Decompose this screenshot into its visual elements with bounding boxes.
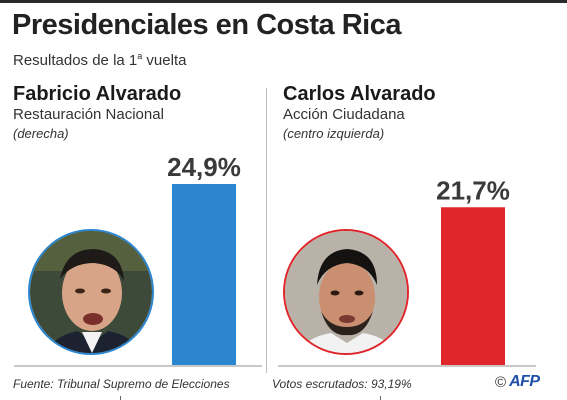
bar-2 — [441, 207, 505, 365]
credit: © AFP — [495, 373, 540, 391]
candidate-name-2: Carlos Alvarado — [283, 83, 436, 105]
candidate-name-1: Fabricio Alvarado — [13, 83, 182, 105]
subtitle-rest: vuelta — [142, 52, 187, 69]
baseline-right — [278, 365, 536, 367]
chart-subtitle: Resultados de la 1a vuelta — [13, 51, 186, 69]
candidate-ideology-1: (derecha) — [13, 126, 69, 141]
afp-logo: AFP — [509, 373, 540, 390]
subtitle-main: Resultados de la 1 — [13, 52, 138, 69]
portrait-2-icon — [285, 231, 407, 353]
subtitle-superscript: a — [137, 51, 143, 61]
candidate-party-2: Acción Ciudadana — [283, 106, 405, 123]
candidate-ideology-2: (centro izquierda) — [283, 126, 385, 141]
bottom-tick-right — [380, 396, 381, 400]
bar-1 — [172, 184, 236, 365]
candidate-photo-2 — [283, 229, 409, 355]
candidate-party-1: Restauración Nacional — [13, 106, 164, 123]
bottom-tick-left — [120, 396, 121, 400]
baseline-left — [14, 365, 262, 367]
bar-value-label-2: 21,7% — [436, 175, 510, 205]
bar-value-label-1: 24,9% — [167, 152, 241, 182]
candidate-divider — [266, 88, 267, 373]
votes-counted-note: Votos escrutados: 93,19% — [272, 377, 412, 391]
top-rule — [0, 0, 567, 3]
copyright-symbol: © — [495, 373, 507, 391]
source-note: Fuente: Tribunal Supremo de Elecciones — [13, 377, 230, 391]
chart-title: Presidenciales en Costa Rica — [12, 9, 401, 41]
